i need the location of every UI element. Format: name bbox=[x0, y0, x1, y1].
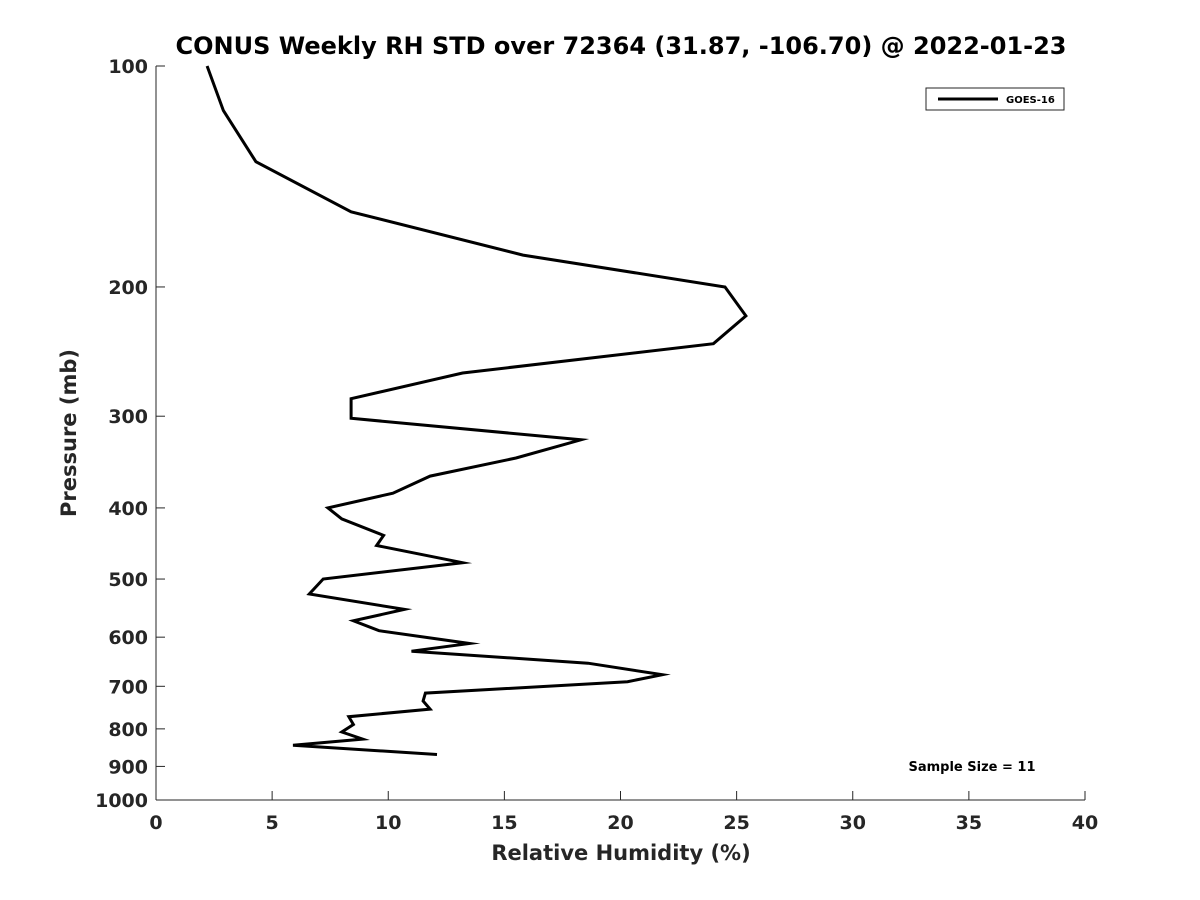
legend: GOES-16 bbox=[925, 87, 1065, 111]
x-axis-ticks: 0 5 10 15 20 25 30 35 40 bbox=[149, 791, 1098, 834]
y-axis-label: Pressure (mb) bbox=[57, 349, 81, 517]
sample-size-annotation: Sample Size = 11 bbox=[908, 760, 1035, 775]
series-line-goes-16 bbox=[205, 65, 748, 756]
x-tick-label: 20 bbox=[607, 812, 633, 834]
y-tick-label: 400 bbox=[108, 498, 148, 520]
y-tick-label: 900 bbox=[108, 756, 148, 778]
y-tick-label: 100 bbox=[108, 56, 148, 78]
y-tick-label: 500 bbox=[108, 569, 148, 591]
x-tick-label: 30 bbox=[840, 812, 866, 834]
chart-title: CONUS Weekly RH STD over 72364 (31.87, -… bbox=[175, 32, 1066, 60]
x-tick-label: 25 bbox=[723, 812, 749, 834]
x-tick-label: 0 bbox=[149, 812, 162, 834]
y-tick-label: 700 bbox=[108, 676, 148, 698]
x-tick-label: 10 bbox=[375, 812, 401, 834]
y-tick-label: 800 bbox=[108, 719, 148, 741]
x-tick-label: 40 bbox=[1072, 812, 1098, 834]
x-tick-label: 5 bbox=[266, 812, 279, 834]
x-tick-label: 15 bbox=[491, 812, 517, 834]
legend-label-goes-16: GOES-16 bbox=[1006, 95, 1055, 106]
y-tick-label: 300 bbox=[108, 406, 148, 428]
x-tick-label: 35 bbox=[956, 812, 982, 834]
y-tick-label: 600 bbox=[108, 627, 148, 649]
y-axis-ticks: 100 200 300 400 500 600 700 800 900 1000 bbox=[95, 56, 165, 812]
x-axis-label: Relative Humidity (%) bbox=[491, 841, 750, 865]
y-tick-label: 1000 bbox=[95, 790, 148, 812]
y-tick-label: 200 bbox=[108, 277, 148, 299]
plot-area bbox=[205, 65, 748, 756]
